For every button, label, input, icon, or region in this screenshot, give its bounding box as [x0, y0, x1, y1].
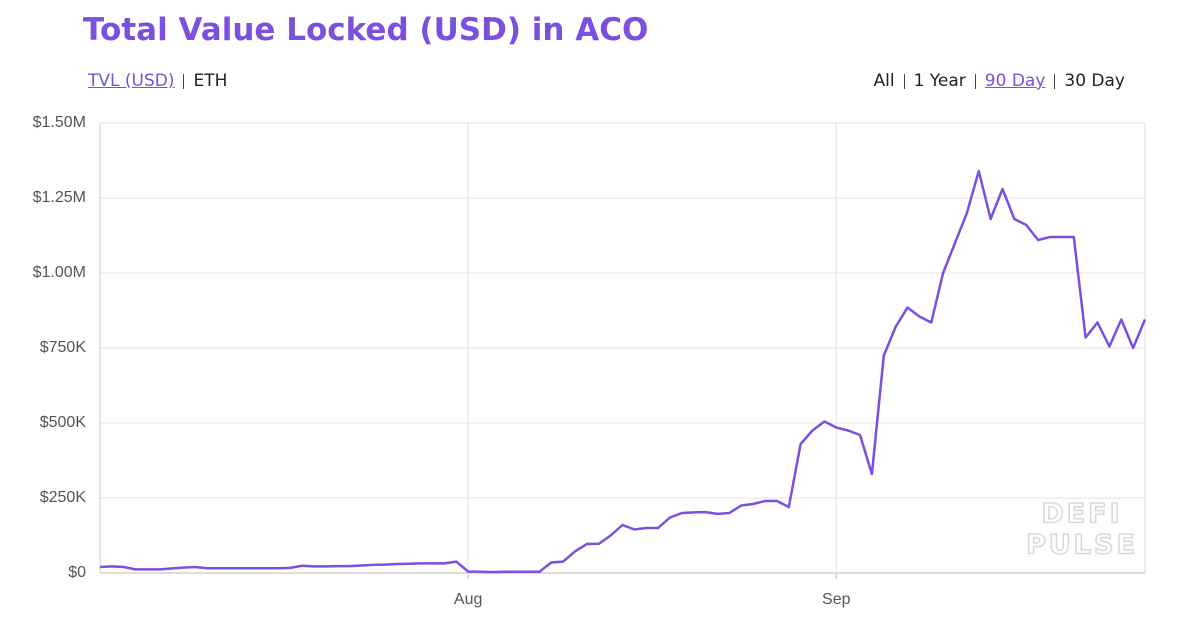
- y-tick-label: $1.00M: [33, 264, 86, 281]
- y-tick-label: $0: [68, 564, 86, 581]
- range-option[interactable]: 30 Day: [1064, 71, 1125, 91]
- range-toggle: All 1 Year 90 Day 30 Day: [873, 71, 1125, 91]
- x-tick-label: Sep: [822, 591, 851, 608]
- unit-option[interactable]: ETH: [193, 71, 228, 91]
- separator: [903, 73, 905, 89]
- x-tick-label: Aug: [454, 591, 482, 608]
- range-option[interactable]: All: [873, 71, 895, 91]
- separator: [183, 73, 185, 89]
- unit-toggle: TVL (USD) ETH: [88, 71, 227, 91]
- separator: [1054, 73, 1056, 89]
- y-tick-label: $1.25M: [33, 189, 86, 206]
- unit-option[interactable]: TVL (USD): [88, 71, 175, 91]
- chart-title: Total Value Locked (USD) in ACO: [83, 12, 649, 48]
- line: [99, 169, 1147, 574]
- range-option[interactable]: 1 Year: [913, 71, 966, 91]
- y-tick-label: $750K: [40, 339, 87, 356]
- y-tick-label: $1.50M: [33, 114, 86, 131]
- watermark: DEFI: [1041, 499, 1122, 530]
- y-tick-label: $250K: [40, 489, 87, 506]
- separator: [974, 73, 976, 89]
- watermark: PULSE: [1026, 530, 1138, 561]
- range-option[interactable]: 90 Day: [984, 71, 1046, 91]
- y-tick-label: $500K: [40, 414, 87, 431]
